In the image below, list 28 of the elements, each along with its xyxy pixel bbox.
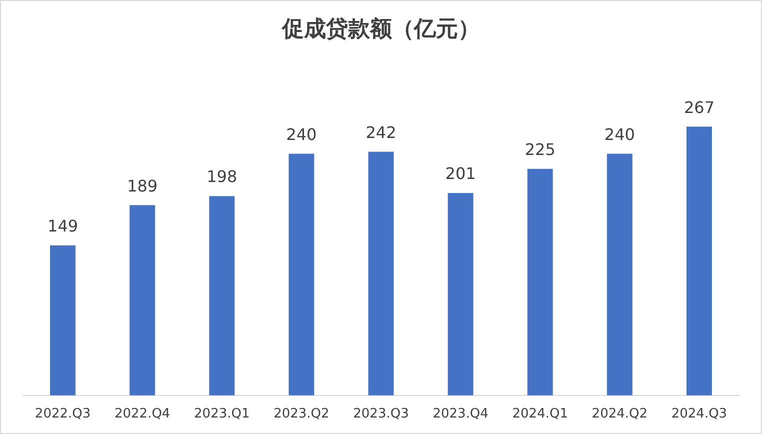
data-label: 201 <box>445 164 476 184</box>
data-label: 149 <box>48 216 78 236</box>
data-label: 198 <box>206 167 238 186</box>
bar <box>368 152 394 396</box>
data-label: 240 <box>604 124 635 144</box>
data-label: 240 <box>286 124 317 144</box>
bar <box>527 168 553 396</box>
bar <box>448 193 474 396</box>
x-tick-label: 2023.Q1 <box>194 406 250 422</box>
data-label: 189 <box>127 176 158 196</box>
bar <box>288 154 314 396</box>
bar <box>606 154 632 396</box>
x-tick-label: 2024.Q2 <box>592 406 648 422</box>
x-tick-label: 2024.Q1 <box>512 406 568 422</box>
chart-title: 促成贷款额（亿元） <box>281 16 480 42</box>
x-tick-label: 2023.Q4 <box>432 406 488 422</box>
x-tick-label: 2022.Q3 <box>34 406 91 422</box>
data-label: 242 <box>366 122 396 142</box>
bar <box>209 196 235 396</box>
x-tick-label: 2024.Q3 <box>671 406 728 422</box>
x-tick-label: 2023.Q3 <box>353 406 409 422</box>
data-label: 225 <box>524 140 556 160</box>
bar <box>130 205 156 396</box>
x-tick-label: 2023.Q2 <box>274 406 330 422</box>
data-label: 267 <box>684 98 714 117</box>
x-tick-label: 2022.Q4 <box>114 406 170 422</box>
bar <box>50 245 76 396</box>
bar <box>686 126 712 396</box>
